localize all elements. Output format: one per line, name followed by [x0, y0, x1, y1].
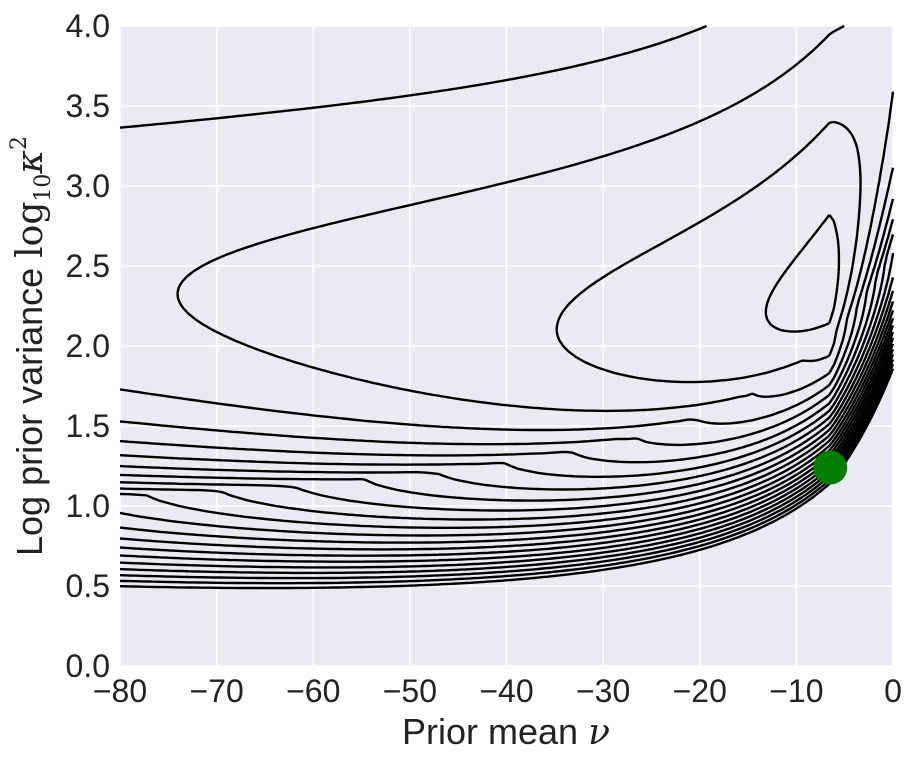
x-tick-label: −80: [93, 673, 147, 709]
grid: [119, 25, 894, 667]
contour-line: [119, 317, 895, 537]
x-tick-label: −30: [576, 673, 630, 709]
x-tick-label: −60: [286, 673, 340, 709]
contour-line: [119, 331, 895, 551]
contour-line: [119, 358, 895, 580]
y-tick-label: 0.5: [66, 568, 110, 604]
contour-line: [119, 348, 895, 569]
y-axis-label-text: Log prior variance: [9, 268, 50, 556]
contour-lines: [119, 24, 895, 590]
contour-line: [119, 277, 895, 502]
x-axis-label: Prior mean ν: [402, 711, 610, 753]
x-tick-label: −50: [383, 673, 437, 709]
y-tick-label: 0.0: [66, 648, 110, 684]
y-axis-superscript: 2: [7, 136, 32, 150]
contour-line: [119, 363, 895, 585]
contour-line: [764, 214, 841, 333]
contour-line: [176, 24, 895, 413]
x-tick-label: −20: [673, 673, 727, 709]
contour-line: [119, 301, 895, 521]
contour-line: [119, 309, 895, 529]
y-tick-label: 1.0: [66, 488, 110, 524]
contour-line: [119, 234, 895, 478]
x-axis-label-text: Prior mean: [402, 711, 578, 752]
contour-line: [119, 324, 895, 544]
y-axis-func: log: [10, 202, 51, 258]
contour-line: [119, 252, 895, 491]
y-tick-label: 3.5: [66, 88, 110, 124]
contour-line: [555, 120, 862, 384]
contour-line: [119, 290, 895, 512]
x-tick-label: −10: [769, 673, 823, 709]
y-tick-label: 2.0: [66, 328, 110, 364]
x-tick-label: −40: [479, 673, 533, 709]
y-axis-symbol: κ: [10, 150, 51, 175]
contour-line: [119, 368, 895, 590]
x-tick-label: 0: [884, 673, 902, 709]
y-tick-labels: 0.0 0.5 1.0 1.5 2.0 2.5 3.0 3.5 4.0: [66, 8, 110, 684]
y-tick-label: 3.0: [66, 168, 110, 204]
contour-line: [119, 337, 895, 557]
x-axis-symbol: ν: [588, 712, 610, 753]
x-tick-labels: −80 −70 −60 −50 −40 −30 −20 −10 0: [93, 673, 902, 709]
y-tick-label: 1.5: [66, 408, 110, 444]
contour-line: [119, 353, 895, 575]
y-axis-subscript: 10: [31, 174, 56, 202]
y-tick-label: 4.0: [66, 8, 110, 44]
contour-line: [119, 218, 895, 464]
contour-line: [119, 198, 895, 447]
contour-line: [119, 343, 895, 563]
y-axis-label: Log prior variance log10κ2: [7, 136, 56, 556]
y-tick-label: 2.5: [66, 248, 110, 284]
contour-line: [119, 24, 895, 432]
optimum-point-marker: [813, 450, 848, 485]
x-tick-label: −70: [189, 673, 243, 709]
